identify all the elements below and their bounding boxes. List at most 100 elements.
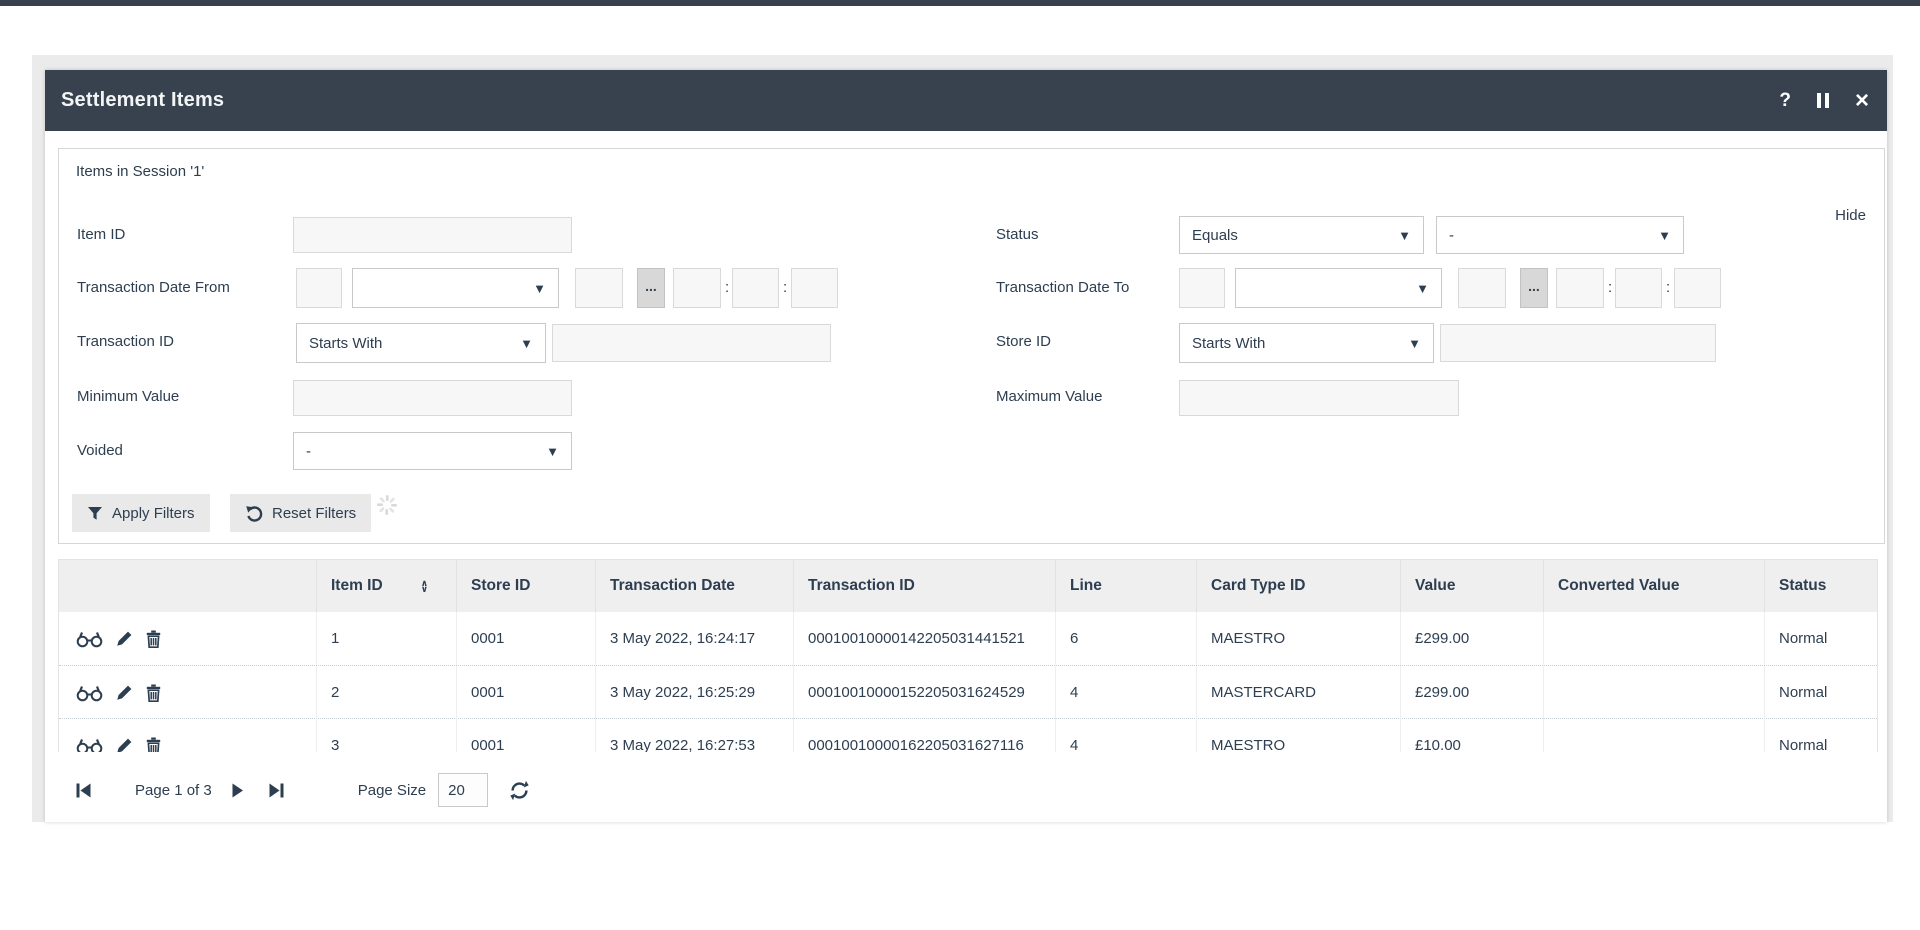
- time-separator: :: [1666, 279, 1671, 296]
- last-page-icon[interactable]: [267, 781, 286, 800]
- row-actions-cell: [59, 612, 317, 665]
- column-header-actions: [59, 560, 317, 612]
- workspace-panel: Settlement Items ? × Items in Session '1…: [32, 55, 1893, 822]
- maximum-value-label: Maximum Value: [996, 388, 1103, 405]
- next-page-icon[interactable]: [228, 781, 247, 800]
- cell-item-id: 2: [317, 666, 457, 719]
- apply-filters-button[interactable]: Apply Filters: [72, 494, 210, 532]
- settlement-items-dialog: Settlement Items ? × Items in Session '1…: [45, 70, 1887, 822]
- cell-transaction-id: 00010010000162205031627116: [794, 719, 1056, 752]
- view-binoculars-icon[interactable]: [76, 737, 103, 752]
- voided-value: -: [306, 442, 311, 460]
- app-top-bar: [0, 0, 1920, 6]
- dialog-titlebar: Settlement Items ? ×: [45, 70, 1887, 131]
- page-size-input[interactable]: [438, 773, 489, 807]
- maximum-value-input[interactable]: [1179, 380, 1459, 416]
- cell-line: 4: [1056, 719, 1197, 752]
- date-to-minute-input[interactable]: [1615, 268, 1662, 308]
- voided-label: Voided: [77, 442, 123, 459]
- dialog-title: Settlement Items: [61, 89, 225, 111]
- time-separator: :: [725, 279, 730, 296]
- store-id-label: Store ID: [996, 333, 1052, 350]
- settlement-items-table: Item ID ∧ ∨ Store ID Transaction Date Tra…: [58, 559, 1878, 752]
- reset-arrow-icon: [245, 505, 263, 522]
- hide-filters-link[interactable]: Hide: [1835, 207, 1866, 224]
- edit-pencil-icon[interactable]: [116, 684, 133, 701]
- refresh-icon[interactable]: [508, 779, 531, 802]
- column-header-status: Status: [1779, 577, 1827, 594]
- status-operator-value: Equals: [1192, 226, 1238, 244]
- first-page-icon[interactable]: [74, 781, 93, 800]
- loading-spinner: [375, 493, 399, 522]
- cell-store-id: 0001: [457, 719, 596, 752]
- column-header-item-id[interactable]: Item ID ∧ ∨: [317, 560, 457, 612]
- date-to-second-input[interactable]: [1674, 268, 1721, 308]
- transaction-id-operator-select[interactable]: Starts With ▼: [296, 323, 546, 363]
- cell-transaction-date: 3 May 2022, 16:25:29: [596, 666, 794, 719]
- cell-status: Normal: [1779, 630, 1828, 647]
- sort-icon[interactable]: ∧ ∨: [420, 578, 428, 594]
- date-to-calendar-button[interactable]: ...: [1520, 268, 1548, 308]
- chevron-down-icon: ▼: [1408, 335, 1421, 351]
- table-body: 1 0001 3 May 2022, 16:24:17 000100100001…: [59, 612, 1877, 752]
- table-row: 1 0001 3 May 2022, 16:24:17 000100100001…: [59, 612, 1877, 665]
- table-row: 3 0001 3 May 2022, 16:27:53 000100100001…: [59, 718, 1877, 752]
- page-size-label: Page Size: [357, 781, 427, 799]
- date-from-hour-input[interactable]: [673, 268, 721, 308]
- date-to-year-input[interactable]: [1458, 268, 1506, 308]
- column-header-line: Line: [1056, 560, 1197, 612]
- pagination-bar: Page 1 of 3 Page Size: [58, 770, 1878, 810]
- minimum-value-label: Minimum Value: [77, 388, 180, 405]
- cell-status: Normal: [1779, 684, 1828, 701]
- column-header-transaction-date: Transaction Date: [596, 560, 794, 612]
- column-header-value: Value: [1401, 560, 1544, 612]
- cell-item-id: 3: [317, 719, 457, 752]
- status-value-select[interactable]: - ▼: [1436, 216, 1684, 254]
- store-id-operator-select[interactable]: Starts With ▼: [1179, 323, 1434, 363]
- view-binoculars-icon[interactable]: [76, 684, 103, 702]
- close-icon[interactable]: ×: [1854, 86, 1869, 114]
- page-indicator: Page 1 of 3: [135, 781, 212, 799]
- time-separator: :: [783, 279, 788, 296]
- date-from-minute-input[interactable]: [732, 268, 779, 308]
- item-id-label: Item ID: [77, 226, 126, 243]
- status-operator-select[interactable]: Equals ▼: [1179, 216, 1424, 254]
- filter-funnel-icon: [87, 506, 103, 521]
- delete-trash-icon[interactable]: [146, 737, 161, 752]
- edit-pencil-icon[interactable]: [116, 737, 133, 752]
- date-to-day-input[interactable]: [1179, 268, 1225, 308]
- date-from-second-input[interactable]: [791, 268, 838, 308]
- column-header-converted-value: Converted Value: [1544, 560, 1765, 612]
- cell-converted-value: [1544, 612, 1765, 665]
- cell-line: 6: [1056, 612, 1197, 665]
- date-from-calendar-button[interactable]: ...: [637, 268, 665, 308]
- voided-select[interactable]: - ▼: [293, 432, 572, 470]
- date-from-year-input[interactable]: [575, 268, 623, 308]
- chevron-down-icon: ▼: [1416, 280, 1429, 296]
- item-id-input[interactable]: [293, 217, 572, 253]
- cell-card-type-id: MAESTRO: [1197, 719, 1401, 752]
- delete-trash-icon[interactable]: [146, 684, 161, 702]
- cell-card-type-id: MAESTRO: [1197, 612, 1401, 665]
- session-title: Items in Session '1': [76, 163, 205, 180]
- reset-filters-label: Reset Filters: [272, 504, 357, 522]
- date-from-month-select[interactable]: ▼: [352, 268, 559, 308]
- cell-status: Normal: [1779, 737, 1828, 752]
- date-from-day-input[interactable]: [296, 268, 342, 308]
- pause-icon[interactable]: [1816, 93, 1829, 108]
- cell-value: £299.00: [1401, 666, 1544, 719]
- delete-trash-icon[interactable]: [146, 630, 161, 648]
- date-to-hour-input[interactable]: [1556, 268, 1604, 308]
- minimum-value-input[interactable]: [293, 380, 572, 416]
- reset-filters-button[interactable]: Reset Filters: [230, 494, 372, 532]
- view-binoculars-icon[interactable]: [76, 630, 103, 648]
- transaction-id-label: Transaction ID: [77, 333, 174, 350]
- help-icon[interactable]: ?: [1779, 90, 1791, 111]
- date-to-month-select[interactable]: ▼: [1235, 268, 1442, 308]
- table-row: 2 0001 3 May 2022, 16:25:29 000100100001…: [59, 665, 1877, 719]
- apply-filters-label: Apply Filters: [112, 504, 195, 522]
- store-id-input[interactable]: [1440, 324, 1716, 362]
- transaction-id-input[interactable]: [552, 324, 831, 362]
- edit-pencil-icon[interactable]: [116, 630, 133, 647]
